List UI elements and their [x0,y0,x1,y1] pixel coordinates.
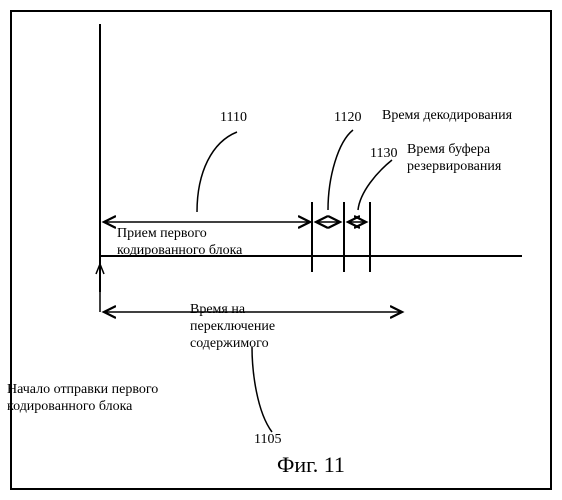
label-start: Начало отправки первого кодированного бл… [7,382,158,416]
label-rx-line2: кодированного блока [117,243,242,258]
callout-1110: 1110 [220,110,247,127]
label-start-line1: Начало отправки первого [7,382,158,397]
label-rx-line1: Прием первого [117,226,207,241]
label-start-line2: кодированного блока [7,399,132,414]
leader-1120 [328,130,353,210]
figure-frame: 1110 1120 1130 1105 Время декодирования … [10,10,552,490]
diagram-svg [12,12,554,492]
label-buffer-line1: Время буфера [407,142,490,157]
leader-1105 [252,347,272,432]
leader-1130 [358,160,392,210]
label-switch-line1: Время на [190,302,245,317]
label-buffer-time: Время буфера резервирования [407,142,501,176]
label-rx-first: Прием первого кодированного блока [117,226,242,260]
callout-1120: 1120 [334,110,361,127]
label-buffer-line2: резервирования [407,159,501,174]
label-switch-line2: переключение [190,319,275,334]
callout-1105: 1105 [254,432,281,449]
label-decode-time: Время декодирования [382,108,512,125]
label-switch-line3: содержимого [190,336,269,351]
figure-caption: Фиг. 11 [277,452,345,478]
leader-1110 [197,132,237,212]
label-switch: Время на переключение содержимого [190,302,275,352]
callout-1130: 1130 [370,146,397,163]
